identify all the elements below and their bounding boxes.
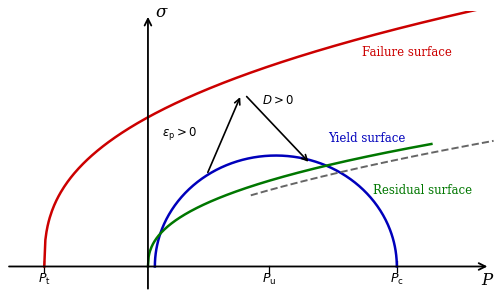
Text: $P_{\mathrm{t}}$: $P_{\mathrm{t}}$ — [38, 272, 50, 287]
Text: σ: σ — [156, 4, 167, 21]
Text: Failure surface: Failure surface — [362, 46, 452, 59]
Text: Yield surface: Yield surface — [328, 132, 405, 145]
Text: P: P — [481, 271, 492, 288]
Text: $\varepsilon_{\mathrm{p}}>0$: $\varepsilon_{\mathrm{p}}>0$ — [162, 125, 196, 142]
Text: $P_{\mathrm{c}}$: $P_{\mathrm{c}}$ — [390, 272, 404, 287]
Text: Residual surface: Residual surface — [372, 184, 472, 198]
Text: $D>0$: $D>0$ — [262, 94, 294, 107]
Text: $P_{\mathrm{u}}$: $P_{\mathrm{u}}$ — [262, 272, 276, 287]
